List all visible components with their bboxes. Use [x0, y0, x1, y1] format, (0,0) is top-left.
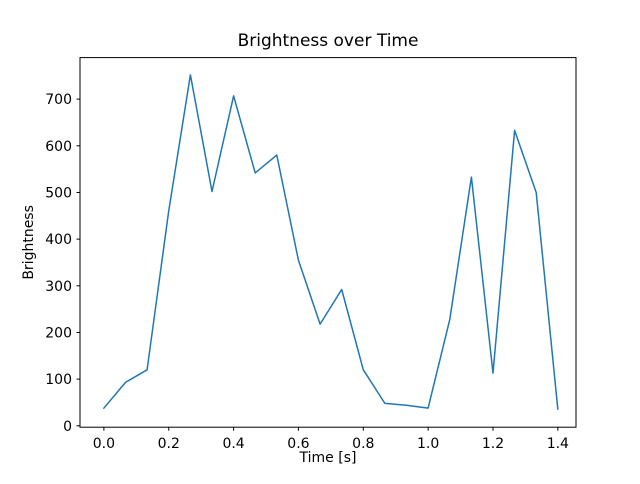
x-axis-label: Time [s]: [299, 450, 357, 466]
y-tick-label: 200: [45, 325, 72, 341]
y-tick-label: 500: [45, 185, 72, 201]
y-tick-label: 600: [45, 139, 72, 155]
x-tick-label: 1.0: [417, 436, 439, 452]
x-tick-label: 0.6: [287, 436, 309, 452]
y-tick-label: 700: [45, 92, 72, 108]
x-tick-label: 1.2: [482, 436, 504, 452]
x-tick-label: 0.0: [93, 436, 115, 452]
y-tick-label: 300: [45, 279, 72, 295]
y-tick-label: 400: [45, 232, 72, 248]
plot-line: [102, 74, 559, 410]
y-tick-label: 100: [45, 372, 72, 388]
y-axis-ticks: 0 100 200 300 400 500 600 700: [45, 92, 80, 435]
x-axis-ticks: 0.0 0.2 0.4 0.6 0.8 1.0 1.2 1.4: [93, 427, 569, 452]
y-tick-label: 0: [63, 419, 72, 435]
plot-area-border: [79, 57, 577, 428]
chart-title: Brightness over Time: [238, 31, 419, 51]
x-tick-label: 0.8: [352, 436, 374, 452]
x-tick-label: 0.4: [222, 436, 244, 452]
x-tick-label: 0.2: [158, 436, 180, 452]
x-tick-label: 1.4: [547, 436, 569, 452]
y-axis-label: Brightness: [21, 205, 37, 280]
